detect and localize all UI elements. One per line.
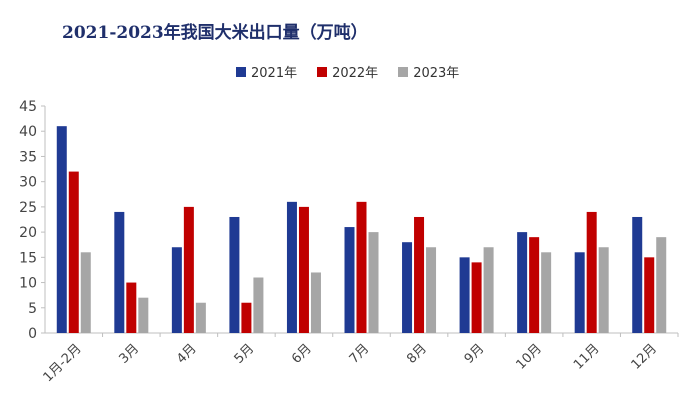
bar-2 <box>241 302 252 333</box>
legend-swatch-2023 <box>398 66 409 77</box>
bar-3 <box>368 232 379 333</box>
legend-swatch-2022 <box>317 66 328 77</box>
bar-1 <box>459 257 470 333</box>
bar-2 <box>356 201 367 333</box>
bar-3 <box>656 237 667 333</box>
bar-3 <box>195 302 206 333</box>
bar-2 <box>298 206 309 333</box>
y-tick-label: 20 <box>19 225 37 241</box>
bar-3 <box>426 247 437 333</box>
y-tick-label: 35 <box>19 149 37 165</box>
legend-swatch-2021 <box>236 66 246 77</box>
bar-1 <box>286 201 297 333</box>
bar-1 <box>56 126 67 333</box>
bar-2 <box>586 211 597 333</box>
bar-3 <box>310 272 321 333</box>
bar-2 <box>126 282 137 333</box>
y-tick-label: 45 <box>19 99 37 115</box>
bar-1 <box>344 227 355 333</box>
y-tick-label: 5 <box>28 301 37 317</box>
legend-label-2021: 2021年 <box>251 66 298 81</box>
y-tick-label: 0 <box>28 326 37 342</box>
y-tick-label: 15 <box>19 250 37 266</box>
x-tick-label: 5月 <box>232 341 258 367</box>
x-tick-label: 1月-2月 <box>41 341 85 385</box>
x-tick-label: 4月 <box>174 341 200 367</box>
legend-label-2023: 2023年 <box>413 66 460 81</box>
bar-2 <box>529 237 540 333</box>
bar-3 <box>598 247 609 333</box>
bar-2 <box>414 216 425 333</box>
legend-item-2021: 2021年 <box>236 62 297 81</box>
x-tick-label: 11月 <box>571 341 602 372</box>
y-tick-label: 40 <box>19 124 37 140</box>
x-tick-label: 3月 <box>116 341 142 367</box>
bar-3 <box>80 252 91 333</box>
bar-3 <box>138 297 149 333</box>
y-tick-label: 25 <box>19 200 37 216</box>
x-tick-label: 9月 <box>462 341 488 367</box>
bar-1 <box>114 211 125 333</box>
x-tick-label: 6月 <box>289 341 315 367</box>
bar-1 <box>402 242 413 333</box>
legend: 2021年 2022年 2023年 <box>236 62 459 81</box>
chart-title: 2021-2023年我国大米出口量（万吨） <box>62 23 368 43</box>
bar-1 <box>517 232 528 333</box>
bar-2 <box>644 257 655 333</box>
legend-item-2022: 2022年 <box>317 62 378 81</box>
y-tick-label: 30 <box>19 175 37 191</box>
bar-2 <box>471 262 482 333</box>
bar-3 <box>541 252 552 333</box>
bar-3 <box>253 277 264 333</box>
bar-1 <box>229 216 240 333</box>
legend-label-2022: 2022年 <box>332 66 379 81</box>
bar-1 <box>171 247 182 333</box>
x-tick-label: 7月 <box>347 341 373 367</box>
legend-item-2023: 2023年 <box>398 62 459 81</box>
bar-2 <box>183 206 194 333</box>
x-tick-label: 10月 <box>513 341 544 372</box>
bar-3 <box>483 247 494 333</box>
bar-1 <box>574 252 585 333</box>
bar-2 <box>68 171 79 333</box>
x-tick-label: 8月 <box>404 341 430 367</box>
bar-1 <box>632 216 643 333</box>
x-tick-label: 12月 <box>629 341 660 372</box>
y-tick-label: 10 <box>19 276 37 292</box>
